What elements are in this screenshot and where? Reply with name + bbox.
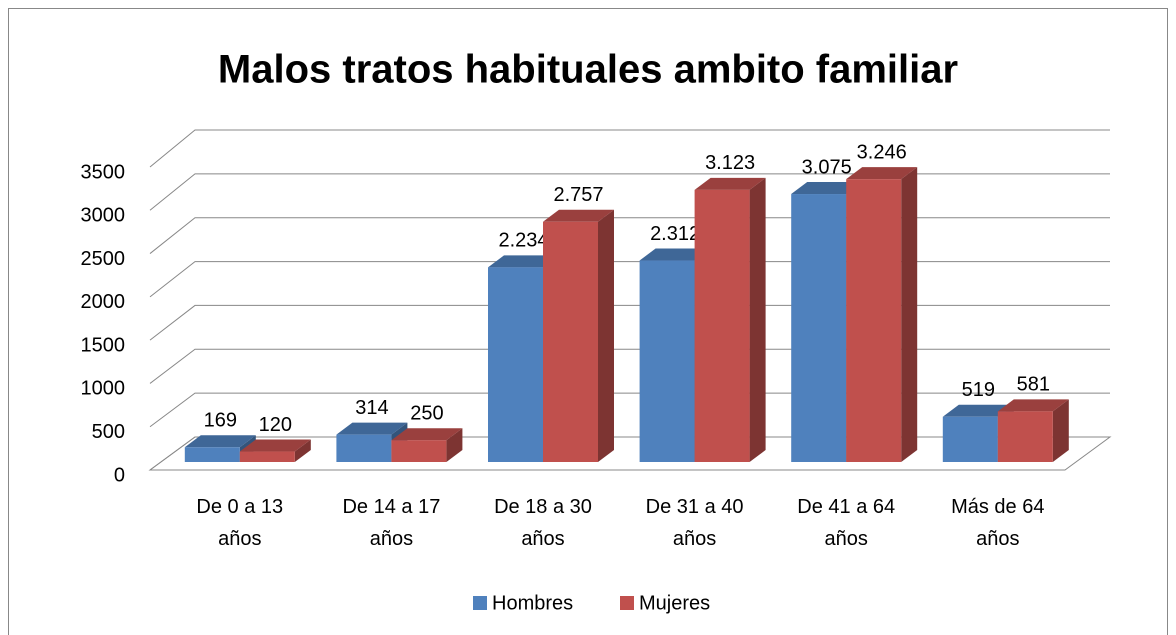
bar — [694, 189, 750, 463]
x-tick-label: Más de 64 años — [951, 496, 1044, 550]
data-label: 250 — [410, 402, 443, 424]
x-tick-label-line: años — [825, 528, 868, 550]
x-tick-label-line: De 41 a 64 — [797, 496, 895, 518]
bar-top — [391, 428, 463, 441]
x-tick-label: De 41 a 64 años — [797, 496, 895, 550]
data-label: 2.757 — [553, 184, 603, 206]
x-tick-label-line: De 31 a 40 — [646, 496, 744, 518]
legend-label: Hombres — [492, 592, 573, 614]
data-label: 120 — [259, 414, 292, 436]
bar-side — [598, 209, 614, 462]
bar-top — [694, 177, 766, 190]
chart-title: Malos tratos habituales ambito familiar — [218, 48, 958, 92]
x-tick-label-line: Más de 64 — [951, 496, 1044, 518]
y-tick-label: 3000 — [81, 205, 126, 227]
data-label: 3.123 — [705, 152, 755, 174]
y-tick-label: 500 — [92, 421, 125, 443]
y-tick-label: 1000 — [81, 378, 126, 400]
bar-top — [184, 435, 256, 448]
x-tick-label: De 31 a 40 años — [646, 496, 744, 550]
bar — [639, 260, 695, 462]
x-tick-label-line: años — [976, 528, 1019, 550]
bar-side — [294, 439, 311, 462]
bar-side — [1052, 399, 1069, 462]
x-tick-label-line: años — [370, 528, 413, 550]
data-label: 2.312 — [650, 223, 700, 245]
x-tick-label-line: De 0 a 13 — [196, 496, 283, 518]
x-tick-label-line: años — [521, 528, 564, 550]
bar-top — [543, 209, 614, 222]
bar — [997, 411, 1053, 462]
bar-top — [791, 182, 863, 195]
bar — [846, 179, 902, 463]
bar-top — [239, 439, 311, 452]
bar-side — [749, 177, 766, 463]
grid-line — [149, 173, 1110, 211]
legend-label: Mujeres — [639, 592, 710, 614]
bar-top — [639, 248, 711, 261]
bar-top — [488, 255, 559, 268]
grid-line — [149, 129, 1110, 168]
y-tick-label: 3500 — [81, 161, 126, 183]
bar-top — [997, 399, 1069, 412]
data-label: 581 — [1017, 374, 1050, 396]
y-tick-label: 2500 — [81, 248, 126, 270]
bar — [336, 434, 392, 462]
x-tick-label-line: De 18 a 30 — [494, 496, 592, 518]
bar — [791, 194, 847, 463]
data-label: 169 — [204, 410, 237, 432]
x-tick-label-line: De 14 a 17 — [342, 496, 440, 518]
bar — [543, 221, 598, 462]
x-tick-label-line: años — [218, 528, 261, 550]
x-tick-label: De 14 a 17 años — [342, 496, 440, 550]
bar-side — [446, 428, 463, 462]
bar — [239, 451, 295, 462]
x-tick-label-line: años — [673, 528, 716, 550]
data-label: 519 — [962, 379, 995, 401]
legend-swatch — [473, 596, 487, 610]
data-label: 314 — [355, 397, 388, 419]
bar-top — [846, 167, 918, 180]
bar — [391, 440, 447, 462]
x-tick-label: De 18 a 30 años — [494, 496, 592, 550]
bar-side — [901, 167, 918, 463]
y-tick-label: 0 — [114, 464, 125, 486]
bar — [184, 447, 240, 462]
data-label: 3.075 — [802, 156, 852, 178]
x-tick-label: De 0 a 13 años — [196, 496, 283, 550]
y-tick-label: 1500 — [81, 334, 126, 356]
data-label: 2.234 — [498, 230, 548, 252]
bar-top — [336, 422, 408, 435]
bar — [488, 267, 543, 462]
data-label: 3.246 — [857, 141, 907, 163]
bar — [942, 416, 998, 462]
y-tick-label: 2000 — [81, 291, 126, 313]
bar-top — [942, 404, 1014, 417]
legend-swatch — [620, 596, 634, 610]
